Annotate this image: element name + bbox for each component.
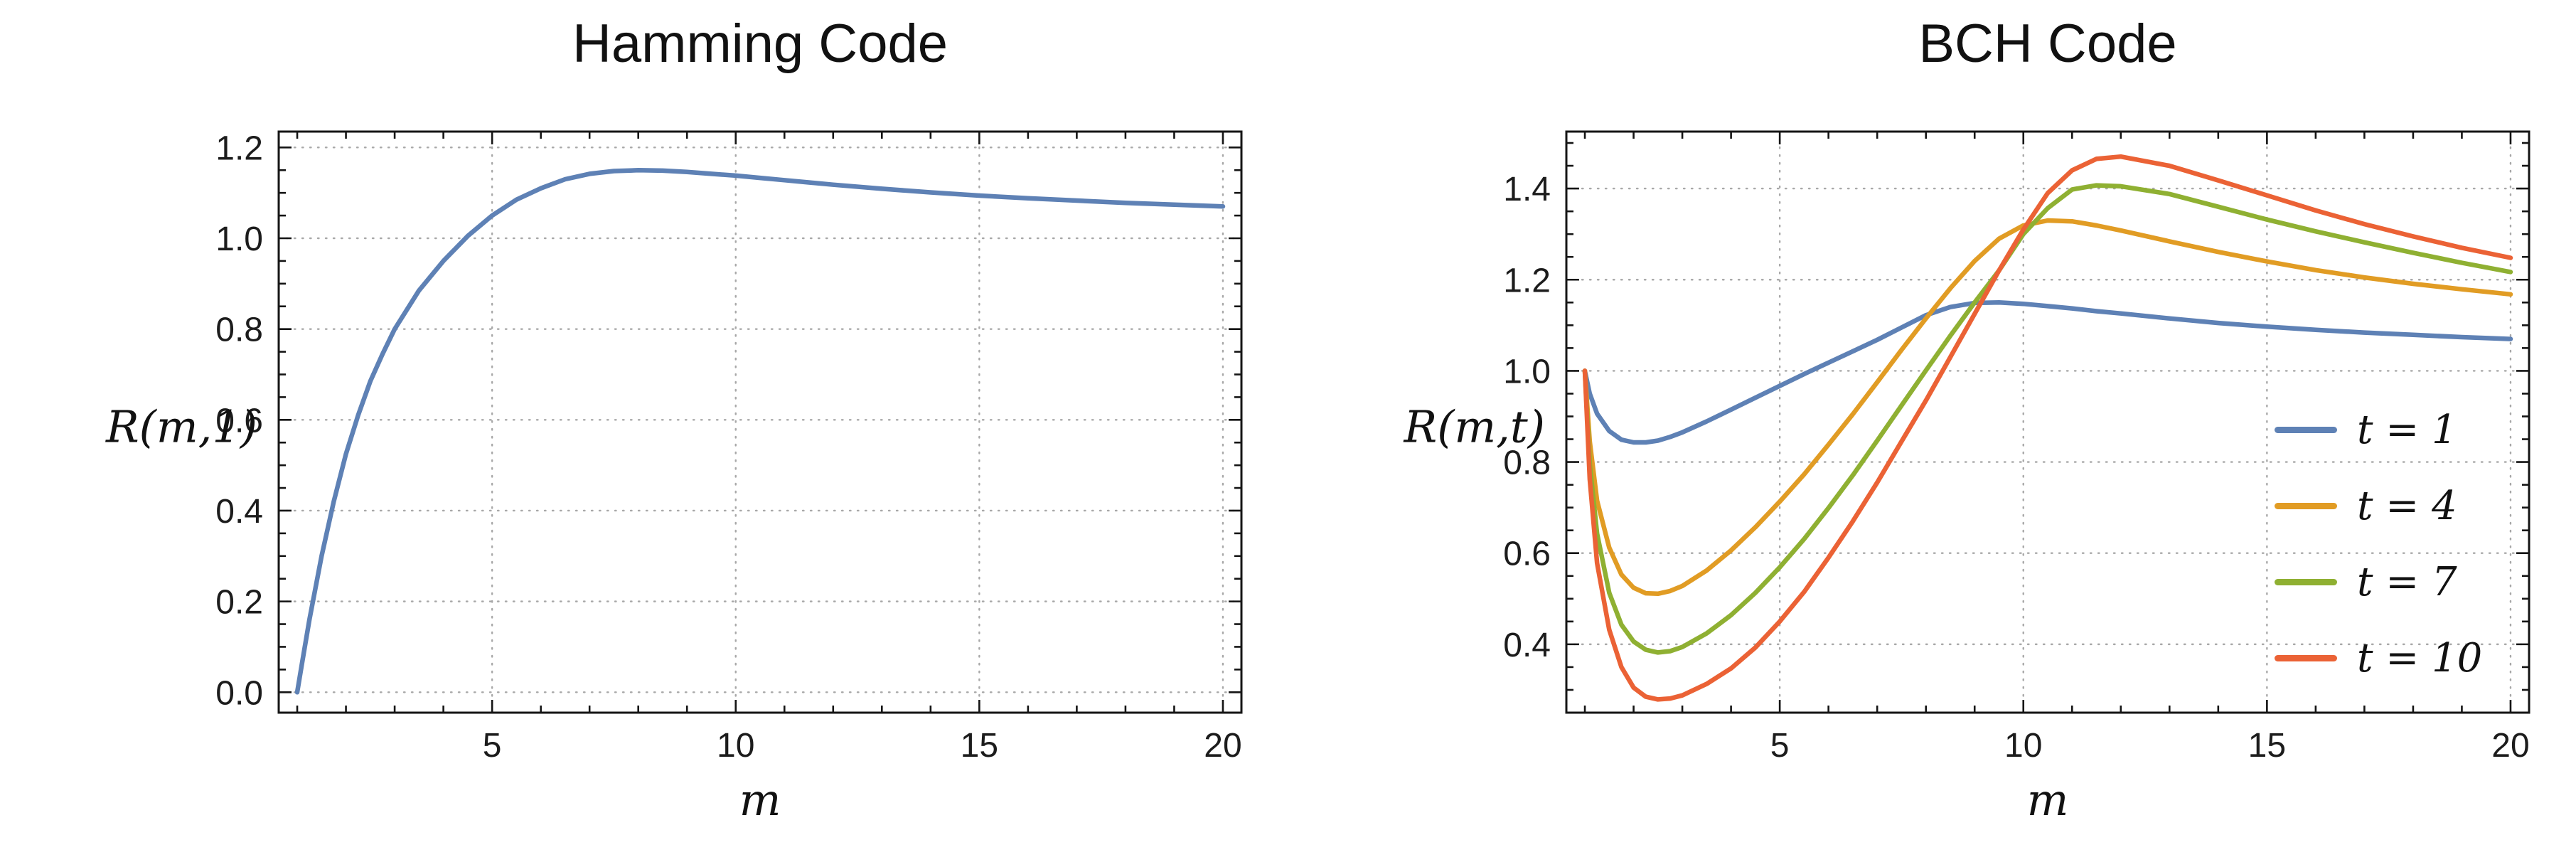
legend-label: t = 7	[2357, 559, 2457, 605]
legend-swatch	[2275, 503, 2337, 509]
legend-item-2: t = 4	[2275, 483, 2482, 529]
legend-label: t = 1	[2357, 407, 2457, 453]
y-tick-label: 0.8	[215, 312, 263, 349]
x-tick-label: 10	[2004, 727, 2042, 765]
bch-code-panel: BCH Code 5 10 15 20 0.4 0.6 0.8 1.0 1.2 1.4 R(m,t…	[1288, 0, 2575, 867]
x-tick-label: 15	[961, 727, 998, 765]
legend-swatch	[2275, 655, 2337, 661]
series-line-1	[1582, 218, 2513, 597]
y-tick-label: 0.4	[215, 493, 263, 531]
y-tick-label: 1.0	[1503, 353, 1551, 390]
series-line-0	[294, 168, 1226, 695]
hamming-plot-svg: 5 10 15 20 0.0 0.2 0.4 0.6 0.8 1.0 1.2	[215, 129, 1243, 765]
hamming-code-panel: Hamming Code 5 10 15 20 0.0 0.2 0.4 0.6 0.8 1.0 1.…	[105, 14, 1243, 826]
chart-title: BCH Code	[1918, 14, 2177, 74]
x-tick-label: 10	[717, 727, 754, 765]
y-tick-label: 0.0	[215, 674, 263, 712]
y-tick-label: 1.0	[215, 220, 263, 258]
bch-plot-svg: 5 10 15 20 0.4 0.6 0.8 1.0 1.2 1.4	[1503, 130, 2530, 765]
y-tick-label: 1.2	[215, 129, 263, 167]
chart-title: Hamming Code	[572, 14, 948, 74]
x-axis-label: m	[2026, 774, 2069, 826]
y-tick-label: 0.2	[215, 584, 263, 622]
series-line-0	[1582, 300, 2513, 445]
legend-item-4: t = 10	[2275, 635, 2482, 681]
x-tick-label: 15	[2248, 727, 2286, 765]
legend-swatch	[2275, 427, 2337, 433]
y-tick-label: 1.2	[1503, 262, 1551, 299]
series-line-3	[1582, 154, 2513, 702]
y-tick-label: 0.6	[215, 402, 263, 440]
legend: t = 1 t = 4 t = 7 t = 10	[2275, 407, 2482, 681]
y-tick-label: 0.8	[1503, 445, 1551, 482]
legend-item-3: t = 7	[2275, 559, 2482, 605]
y-tick-label: 1.4	[1503, 171, 1551, 208]
y-axis-label: R(m,1)	[105, 400, 257, 453]
legend-swatch	[2275, 579, 2337, 585]
x-axis-label: m	[739, 774, 781, 826]
legend-label: t = 10	[2357, 635, 2483, 681]
x-tick-label: 5	[1770, 727, 1790, 765]
x-tick-label: 5	[483, 727, 502, 765]
y-axis-label: R(m,t)	[1404, 400, 1545, 453]
y-tick-label: 0.6	[1503, 536, 1551, 573]
series-line-2	[1582, 183, 2513, 655]
x-tick-label: 20	[2491, 727, 2529, 765]
legend-label: t = 4	[2357, 483, 2457, 529]
y-tick-label: 0.4	[1503, 627, 1551, 664]
legend-item-1: t = 1	[2275, 407, 2482, 453]
x-tick-label: 20	[1204, 727, 1241, 765]
